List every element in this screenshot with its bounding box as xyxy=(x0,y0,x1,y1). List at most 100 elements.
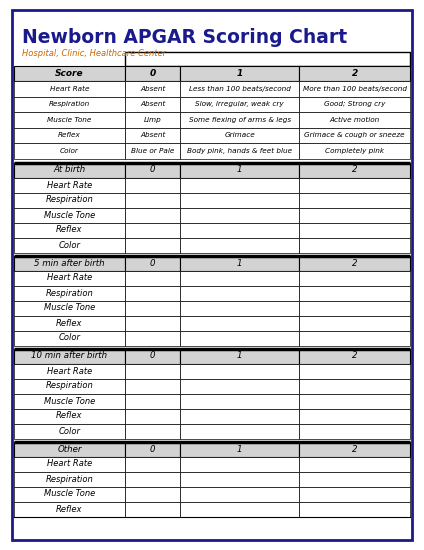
Bar xyxy=(299,178,410,192)
Text: Some flexing of arms & legs: Some flexing of arms & legs xyxy=(189,117,291,123)
Bar xyxy=(180,471,299,487)
Bar xyxy=(180,378,299,393)
Bar xyxy=(299,256,410,271)
Text: At birth: At birth xyxy=(53,166,86,174)
Bar xyxy=(180,285,299,300)
Bar xyxy=(14,143,125,158)
Text: Grimace: Grimace xyxy=(224,132,255,138)
Bar xyxy=(299,192,410,207)
Bar xyxy=(125,316,180,331)
Text: 1: 1 xyxy=(237,444,243,454)
Bar xyxy=(180,112,299,128)
Bar xyxy=(14,471,125,487)
Text: Active motion: Active motion xyxy=(329,117,379,123)
Bar xyxy=(180,192,299,207)
Bar xyxy=(125,502,180,516)
Bar xyxy=(299,128,410,143)
Bar xyxy=(125,285,180,300)
Text: Muscle Tone: Muscle Tone xyxy=(44,397,95,405)
Text: Other: Other xyxy=(57,444,82,454)
Text: 5 min after birth: 5 min after birth xyxy=(34,258,105,267)
Bar xyxy=(125,223,180,238)
Bar xyxy=(299,300,410,316)
Bar xyxy=(180,238,299,252)
Bar xyxy=(125,238,180,252)
Text: Hospital, Clinic, Healthcare Center: Hospital, Clinic, Healthcare Center xyxy=(22,49,166,58)
Bar xyxy=(14,331,125,345)
Bar xyxy=(14,271,125,285)
Bar xyxy=(14,178,125,192)
Bar xyxy=(125,424,180,438)
Text: Color: Color xyxy=(59,333,81,343)
Text: Muscle Tone: Muscle Tone xyxy=(44,490,95,498)
Text: Blue or Pale: Blue or Pale xyxy=(131,148,174,154)
Bar xyxy=(125,331,180,345)
Bar xyxy=(299,424,410,438)
Bar xyxy=(299,378,410,393)
Bar xyxy=(180,271,299,285)
Bar xyxy=(180,316,299,331)
Bar xyxy=(180,349,299,364)
Bar xyxy=(14,285,125,300)
Text: 1: 1 xyxy=(237,258,243,267)
Bar xyxy=(180,207,299,223)
Text: Body pink, hands & feet blue: Body pink, hands & feet blue xyxy=(187,148,292,154)
Text: Color: Color xyxy=(59,240,81,250)
Text: Reflex: Reflex xyxy=(56,226,83,234)
Bar xyxy=(125,393,180,409)
Bar xyxy=(299,81,410,96)
Bar xyxy=(180,300,299,316)
Text: 0: 0 xyxy=(150,166,155,174)
Text: Heart Rate: Heart Rate xyxy=(47,180,92,190)
Bar xyxy=(14,96,125,112)
Bar xyxy=(125,300,180,316)
Bar xyxy=(14,192,125,207)
Bar xyxy=(125,378,180,393)
Text: Heart Rate: Heart Rate xyxy=(47,459,92,469)
Bar xyxy=(299,393,410,409)
Bar xyxy=(14,81,125,96)
Bar xyxy=(125,471,180,487)
Text: Score: Score xyxy=(55,69,84,78)
Text: Reflex: Reflex xyxy=(58,132,81,138)
Text: Absent: Absent xyxy=(140,132,165,138)
Bar xyxy=(180,162,299,178)
Bar xyxy=(299,364,410,378)
Text: Completely pink: Completely pink xyxy=(325,148,384,154)
Text: Muscle Tone: Muscle Tone xyxy=(44,211,95,219)
Bar xyxy=(14,442,125,456)
Bar xyxy=(180,502,299,516)
Text: Color: Color xyxy=(59,426,81,436)
Text: Respiration: Respiration xyxy=(45,382,93,390)
Text: More than 100 beats/second: More than 100 beats/second xyxy=(303,86,407,92)
Bar xyxy=(14,238,125,252)
Bar xyxy=(180,96,299,112)
Text: Respiration: Respiration xyxy=(45,289,93,298)
Bar xyxy=(125,349,180,364)
Bar xyxy=(125,128,180,143)
Bar xyxy=(180,442,299,456)
Bar xyxy=(299,409,410,424)
Text: Absent: Absent xyxy=(140,101,165,107)
Bar xyxy=(125,66,180,81)
Text: Absent: Absent xyxy=(140,86,165,92)
Bar xyxy=(125,81,180,96)
Text: Respiration: Respiration xyxy=(49,101,90,107)
Text: 1: 1 xyxy=(237,69,243,78)
Bar xyxy=(180,393,299,409)
Bar xyxy=(180,143,299,158)
Bar xyxy=(299,238,410,252)
Bar xyxy=(299,162,410,178)
Bar xyxy=(125,52,410,66)
Bar xyxy=(299,207,410,223)
Bar xyxy=(299,316,410,331)
Bar xyxy=(180,409,299,424)
Bar xyxy=(14,112,125,128)
Bar xyxy=(125,364,180,378)
Bar xyxy=(14,502,125,516)
Text: Muscle Tone: Muscle Tone xyxy=(47,117,92,123)
Bar xyxy=(125,487,180,502)
Text: 0: 0 xyxy=(150,351,155,360)
Bar xyxy=(125,178,180,192)
Text: Grimace & cough or sneeze: Grimace & cough or sneeze xyxy=(304,132,405,138)
